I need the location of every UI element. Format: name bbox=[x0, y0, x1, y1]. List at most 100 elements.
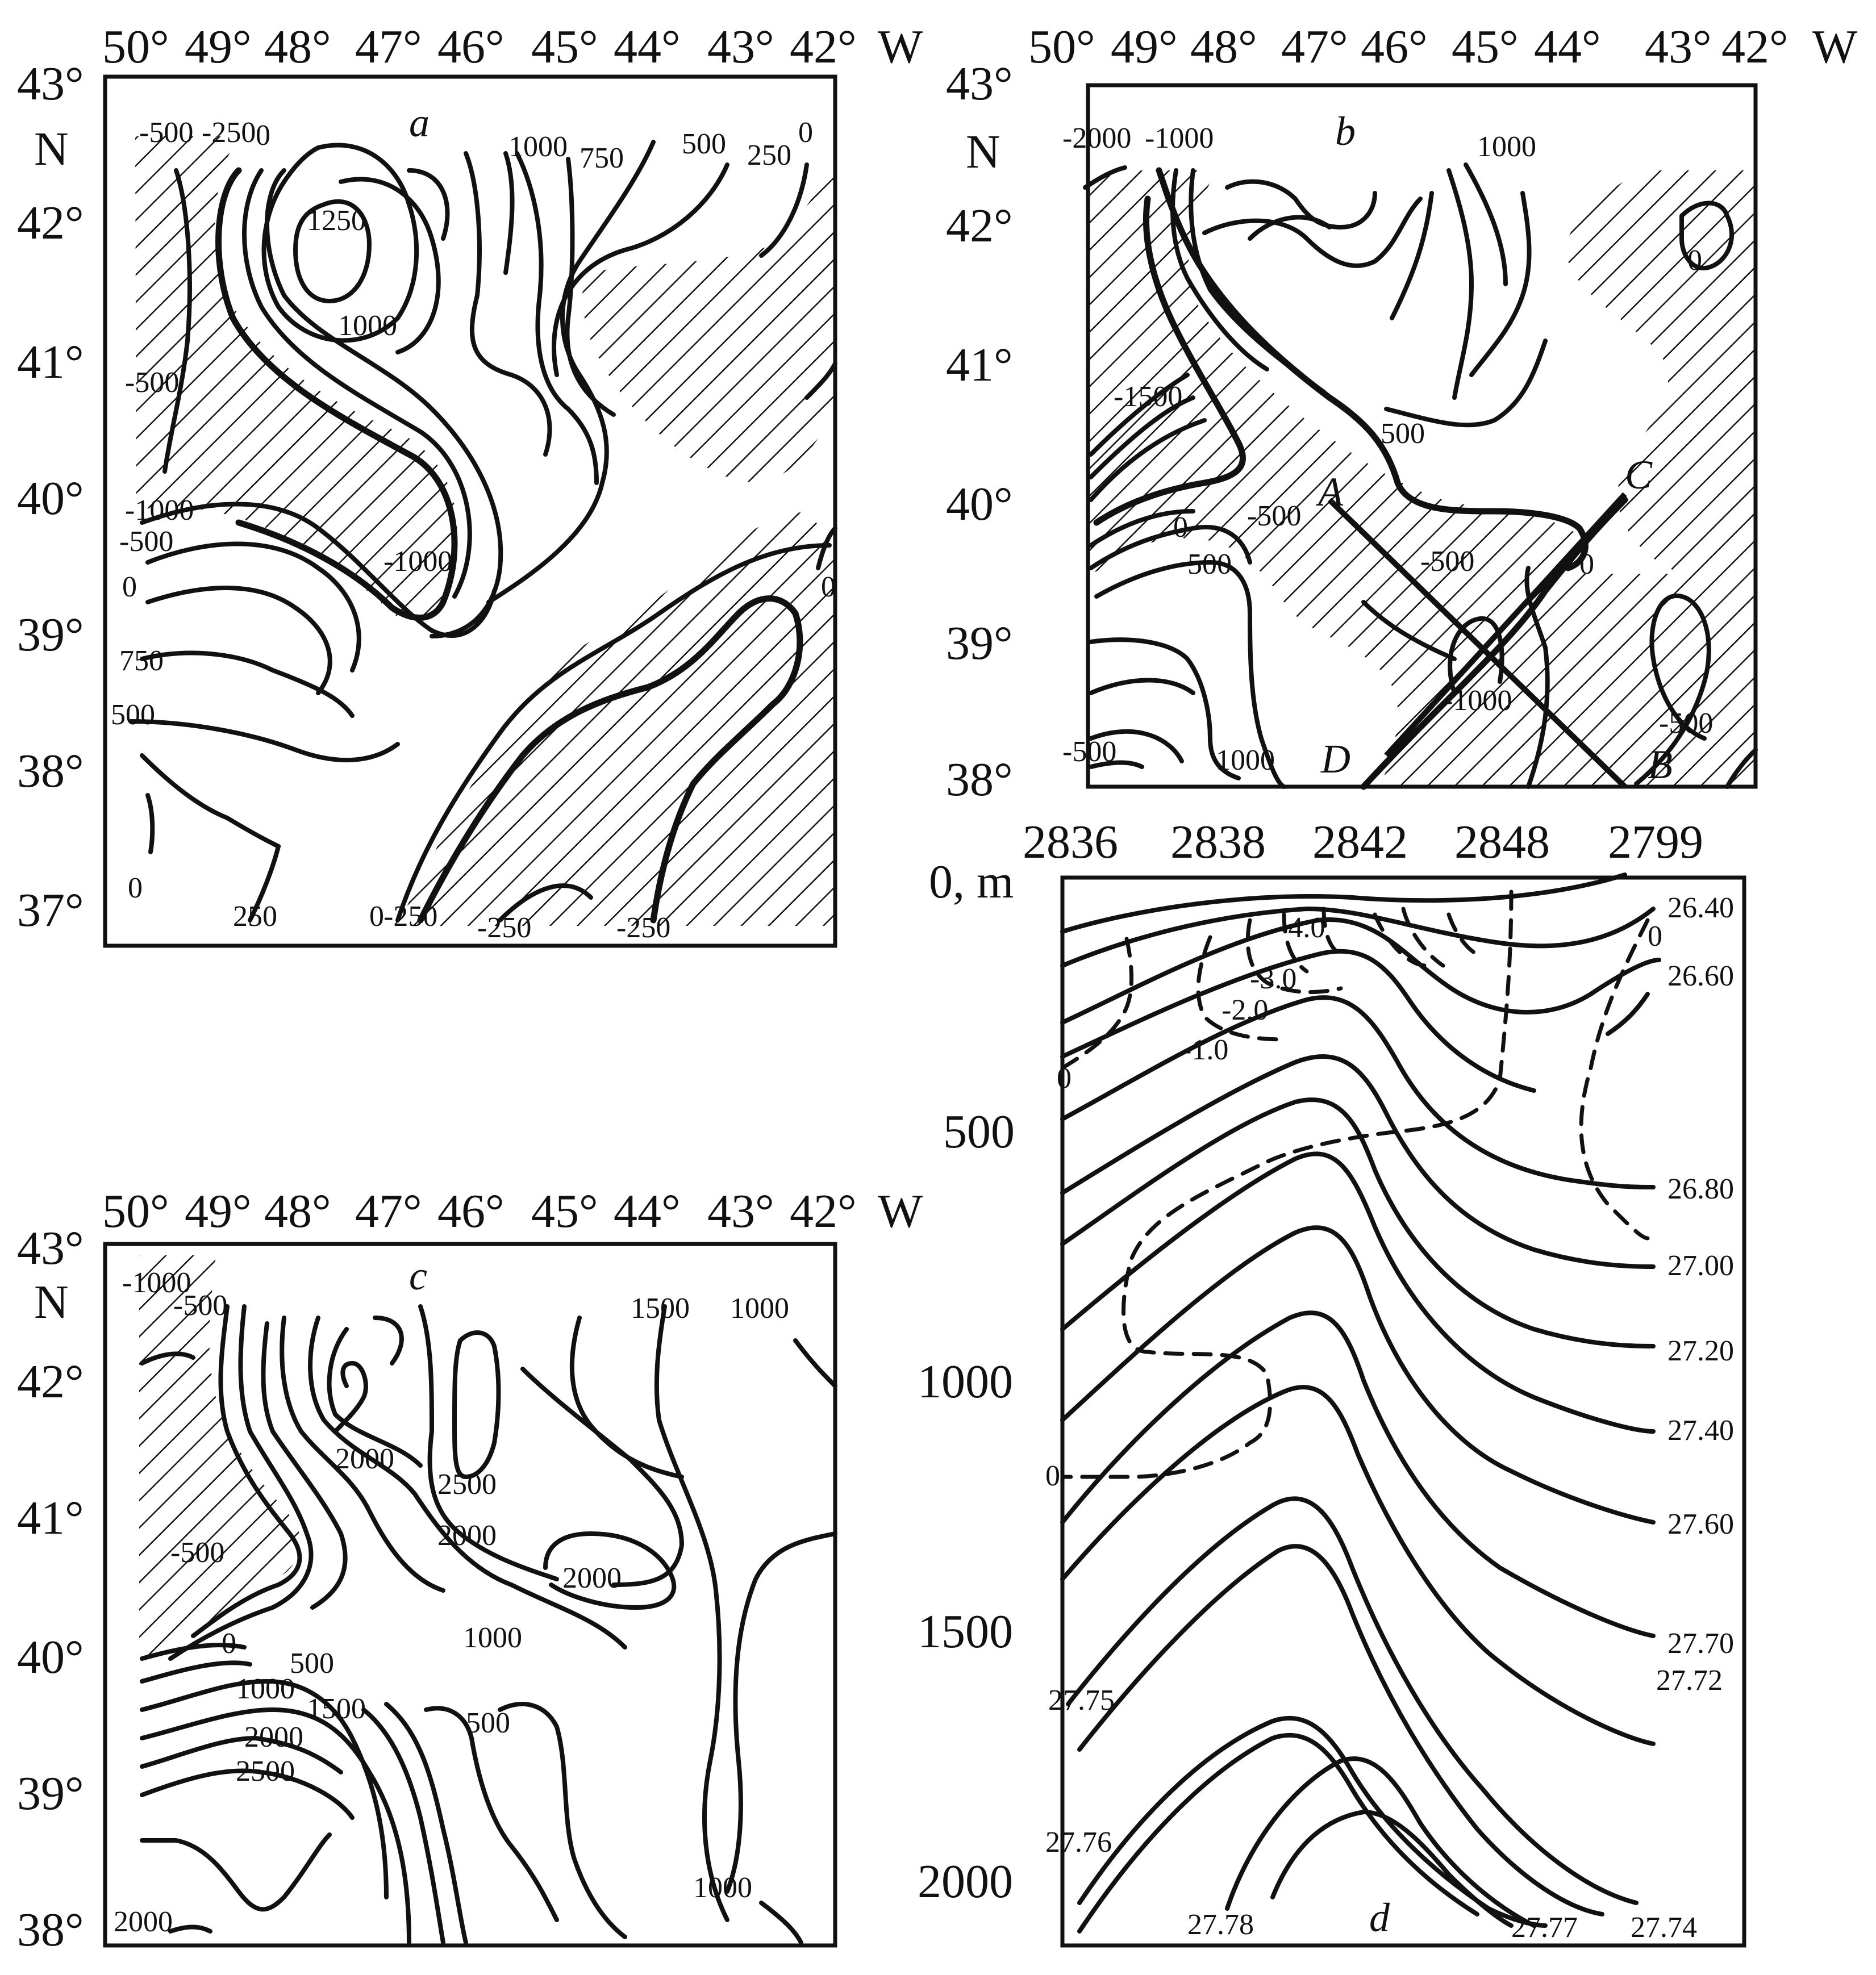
panel-c-lon-tick: 42° bbox=[790, 1185, 857, 1238]
contour-label: 2500 bbox=[437, 1468, 497, 1501]
panel-c-lat-tick: 41° bbox=[17, 1492, 84, 1544]
contour-label: 500 bbox=[1187, 548, 1232, 581]
panel-a-lat-tick: 40° bbox=[17, 472, 84, 525]
contour-label: 2500 bbox=[236, 1755, 295, 1788]
panel-a-lon-tick: 50° bbox=[102, 20, 169, 73]
panel-c-lon-tick: 50° bbox=[102, 1185, 169, 1238]
panel-d: d 2836 2838 2842 2848 2799 0, m 500 1000… bbox=[918, 816, 1746, 1948]
contour-label: -500 bbox=[170, 1536, 224, 1569]
panel-b-lon-tick: 49° bbox=[1111, 20, 1178, 73]
density-label: 26.60 bbox=[1667, 960, 1734, 992]
panel-c-lon-tick: 43° bbox=[707, 1185, 774, 1238]
panel-c-lon-tick: 49° bbox=[185, 1185, 252, 1238]
contour-label: 1000 bbox=[1216, 744, 1275, 776]
density-label: 27.78 bbox=[1187, 1909, 1254, 1941]
depth-tick: 2000 bbox=[918, 1855, 1013, 1908]
panel-c-lat-unit: N bbox=[34, 1276, 69, 1329]
contour-label: 2000 bbox=[114, 1906, 173, 1938]
panel-b-lon-unit: W bbox=[1812, 20, 1858, 73]
density-label: 26.40 bbox=[1667, 892, 1734, 924]
contour-label: 0 bbox=[1687, 244, 1702, 277]
panel-a-frame bbox=[103, 74, 837, 948]
panel-a-lat-tick: 37° bbox=[17, 884, 84, 937]
depth-tick: 1000 bbox=[918, 1355, 1013, 1408]
section-letter-d: D bbox=[1320, 736, 1350, 782]
panel-c-letter: c bbox=[409, 1253, 427, 1298]
section-letter-a: A bbox=[1316, 469, 1344, 515]
panel-a-lon-tick: 46° bbox=[437, 20, 505, 73]
panel-c-lat-axis: 43° N 42° 41° 40° 39° 38° bbox=[17, 1222, 84, 1956]
section-letter-c: C bbox=[1625, 452, 1653, 498]
panel-a-lon-axis: 50° 49° 48° 47° 46° 45° 44° 43° 42° W bbox=[102, 20, 923, 73]
panel-c-contours bbox=[140, 1304, 837, 1945]
contour-label: 500 bbox=[682, 128, 726, 160]
station-label: 2838 bbox=[1170, 816, 1266, 869]
panel-c-lat-tick: 42° bbox=[17, 1355, 84, 1408]
contour-label: 1000 bbox=[338, 310, 397, 342]
panel-b-lon-axis: 50° 49° 48° 47° 46° 45° 44° 43° 42° W bbox=[1028, 20, 1858, 73]
panel-c: c 50° 49° 48° 47° 46° 45° 44° 43° 42° W … bbox=[17, 1185, 923, 1956]
contour-label: 2000 bbox=[244, 1721, 303, 1753]
panel-c-contour-labels: -1000 -500 1500 1000 2000 2500 2000 2000… bbox=[114, 1267, 789, 1938]
panel-c-lon-tick: 45° bbox=[531, 1185, 598, 1238]
contour-label: -1000 bbox=[383, 545, 452, 578]
panel-b-lat-unit: N bbox=[966, 126, 1000, 178]
contour-label: 2000 bbox=[437, 1519, 497, 1552]
contour-label: 1000 bbox=[236, 1673, 295, 1705]
panel-d-letter: d bbox=[1369, 1895, 1390, 1940]
contour-label: -1500 bbox=[1114, 381, 1182, 413]
panel-b-negative-areas bbox=[1088, 170, 1756, 787]
station-label: 2836 bbox=[1023, 816, 1118, 869]
depth-tick: 1500 bbox=[918, 1605, 1013, 1658]
contour-label: 0 bbox=[1579, 548, 1594, 581]
panel-b-lon-tick: 44° bbox=[1534, 20, 1601, 73]
contour-label: -1000 bbox=[122, 1267, 191, 1299]
contour-label: 2000 bbox=[562, 1562, 622, 1594]
panel-d-temperature-labels: 0 -1.0 -2.0 -3.0 -4.0 0 0 bbox=[1045, 912, 1662, 1492]
contour-label: -500 bbox=[1420, 545, 1474, 578]
panel-c-lat-tick: 43° bbox=[17, 1222, 84, 1275]
panel-b-lon-tick: 46° bbox=[1361, 20, 1428, 73]
station-label: 2848 bbox=[1454, 816, 1550, 869]
contour-label: 1000 bbox=[463, 1622, 522, 1654]
panel-c-frame bbox=[103, 1242, 837, 1948]
panel-a-lon-tick: 44° bbox=[614, 20, 681, 73]
contour-label: 2000 bbox=[335, 1443, 394, 1475]
panel-c-lat-tick: 38° bbox=[17, 1903, 84, 1956]
panel-c-lon-tick: 44° bbox=[614, 1185, 681, 1238]
contour-label: 750 bbox=[580, 142, 624, 174]
panel-c-lat-tick: 39° bbox=[17, 1767, 84, 1820]
density-label: 27.60 bbox=[1667, 1508, 1734, 1540]
panel-b: b 50° 49° 48° 47° 46° 45° 44° 43° 42° W … bbox=[946, 20, 1858, 806]
panel-d-density-labels: 26.40 26.60 26.80 27.00 27.20 27.40 27.6… bbox=[1045, 892, 1734, 1944]
contour-label: 0 bbox=[128, 872, 143, 904]
panel-a-contour-labels: -500 -250 0 1000 750 500 250 0 1250 1000… bbox=[111, 116, 836, 944]
panel-c-lon-axis: 50° 49° 48° 47° 46° 45° 44° 43° 42° W bbox=[102, 1185, 923, 1238]
panel-d-frame bbox=[1060, 875, 1746, 1948]
contour-label: -500 bbox=[119, 525, 173, 558]
panel-b-lon-tick: 43° bbox=[1645, 20, 1712, 73]
contour-label: 1500 bbox=[307, 1693, 366, 1725]
contour-label: 0 bbox=[122, 571, 137, 603]
panel-b-lat-axis: 43° N 42° 41° 40° 39° 38° bbox=[946, 57, 1013, 806]
contour-label: 750 bbox=[119, 645, 164, 677]
panel-d-isopycnals bbox=[1060, 872, 1661, 1934]
panel-b-lon-tick: 47° bbox=[1281, 20, 1348, 73]
panel-a-lat-tick: 43° bbox=[17, 57, 84, 110]
contour-label: 0 bbox=[222, 1627, 236, 1660]
density-label: 27.74 bbox=[1631, 1911, 1697, 1944]
panel-a-lon-tick: 45° bbox=[531, 20, 598, 73]
panel-a-contours bbox=[128, 140, 837, 924]
panel-a-lat-tick: 41° bbox=[17, 336, 84, 389]
contour-label: 0 bbox=[1173, 511, 1188, 544]
panel-b-contour-labels: -2000 -1000 1000 0 -1500 500 0 -500 500 … bbox=[1062, 122, 1713, 776]
contour-label: -2000 bbox=[1062, 122, 1131, 155]
density-label: 27.20 bbox=[1667, 1335, 1734, 1367]
temperature-label: -1.0 bbox=[1182, 1034, 1228, 1066]
contour-label: 1000 bbox=[693, 1872, 752, 1904]
contour-label: -250 bbox=[202, 116, 256, 149]
contour-label: 1000 bbox=[730, 1292, 789, 1325]
contour-label: 1250 bbox=[307, 204, 366, 237]
panel-c-lon-tick: 48° bbox=[264, 1185, 331, 1238]
panel-d-isotherms bbox=[1060, 890, 1650, 1479]
